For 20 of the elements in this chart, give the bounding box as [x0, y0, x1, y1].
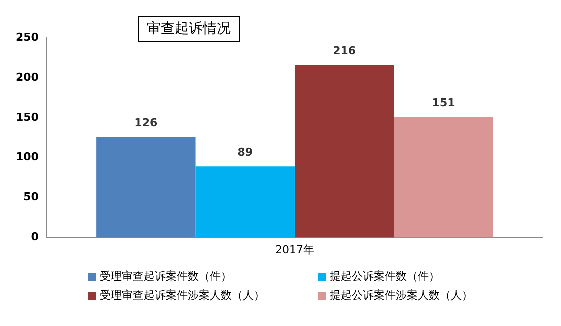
y-tick-label: 0 [31, 230, 40, 244]
legend-label: 提起公诉案件数（件） [330, 269, 440, 284]
data-label: 151 [432, 96, 456, 110]
bar [394, 117, 494, 238]
x-tick-label: 2017年 [275, 243, 314, 256]
legend-label: 受理审查起诉案件涉案人数（人） [100, 288, 265, 303]
y-tick-label: 200 [16, 70, 40, 84]
y-tick-label: 250 [16, 30, 40, 44]
y-tick-label: 50 [24, 190, 40, 204]
data-label: 216 [333, 44, 356, 58]
legend-label: 受理审查起诉案件数（件） [100, 269, 232, 284]
data-label: 89 [238, 146, 254, 160]
bar [196, 166, 295, 238]
y-tick-label: 100 [16, 150, 40, 164]
bar [96, 137, 196, 238]
y-tick-label: 150 [16, 110, 40, 124]
data-label: 126 [134, 116, 158, 130]
legend-label: 提起公诉案件涉案人数（人） [330, 288, 473, 303]
bar [294, 65, 394, 238]
chart-title: 审查起诉情况 [138, 16, 240, 42]
